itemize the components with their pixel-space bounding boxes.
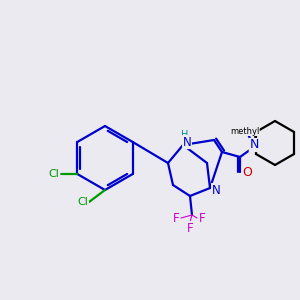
Text: N: N <box>212 184 220 196</box>
Text: methyl: methyl <box>230 127 260 136</box>
Text: O: O <box>242 167 252 179</box>
Text: F: F <box>187 221 193 235</box>
Text: F: F <box>173 212 179 224</box>
Text: methyl: methyl <box>243 128 248 130</box>
Text: N: N <box>183 136 191 148</box>
Text: N: N <box>249 139 259 152</box>
Text: Cl: Cl <box>49 169 60 179</box>
Text: H: H <box>181 130 189 140</box>
Text: F: F <box>199 212 205 224</box>
Text: Cl: Cl <box>78 197 88 207</box>
